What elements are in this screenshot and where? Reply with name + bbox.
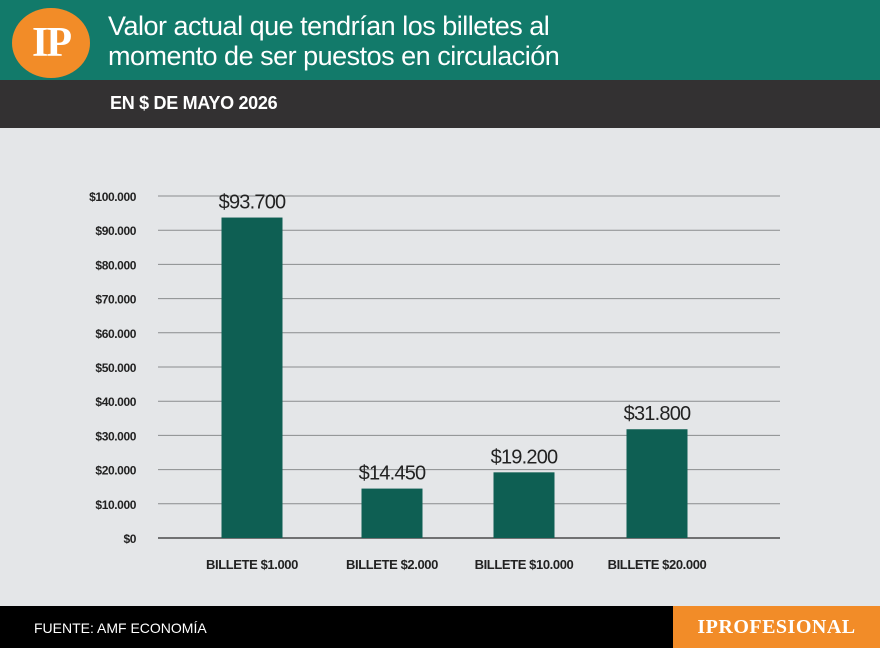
data-label: $31.800 [624,403,691,425]
subtitle-bar [0,80,880,128]
y-tick-label: $90.000 [95,224,136,238]
x-tick-label: BILLETE $1.000 [206,557,298,572]
data-label: $19.200 [491,446,558,468]
bar [493,472,555,538]
header-bar [0,0,880,80]
brand-badge: IPROFESIONAL [673,606,880,648]
x-tick-label: BILLETE $20.000 [608,557,707,572]
chart-title: Valor actual que tendrían los billetes a… [108,11,868,71]
ip-logo: IP [12,8,90,78]
title-line-1: Valor actual que tendrían los billetes a… [108,11,550,41]
title-line-2: momento de ser puestos en circulación [108,41,560,71]
y-tick-label: $0 [123,532,136,546]
x-tick-label: BILLETE $2.000 [346,557,438,572]
bar [221,217,283,538]
bar [626,429,688,538]
chart-subtitle: EN $ DE MAYO 2026 [110,93,278,113]
bar [361,488,423,538]
y-tick-label: $70.000 [95,293,136,307]
y-tick-label: $10.000 [95,498,136,512]
brand-text: IPROFESIONAL [697,616,856,638]
y-tick-label: $50.000 [95,361,136,375]
x-tick-label: BILLETE $10.000 [475,557,574,572]
y-tick-label: $80.000 [95,258,136,272]
data-label: $14.450 [359,463,426,485]
logo-text: IP [32,20,72,66]
y-tick-label: $60.000 [95,327,136,341]
source-note: FUENTE: AMF ECONOMÍA [34,620,207,636]
bar-chart: $0 $10.000 $20.000 $30.000 $40.000 $50.000 $60… [89,190,780,572]
data-label: $93.700 [219,192,286,214]
y-tick-label: $20.000 [95,464,136,478]
y-tick-label: $40.000 [95,395,136,409]
y-tick-label: $100.000 [89,190,137,204]
y-tick-label: $30.000 [95,429,136,443]
